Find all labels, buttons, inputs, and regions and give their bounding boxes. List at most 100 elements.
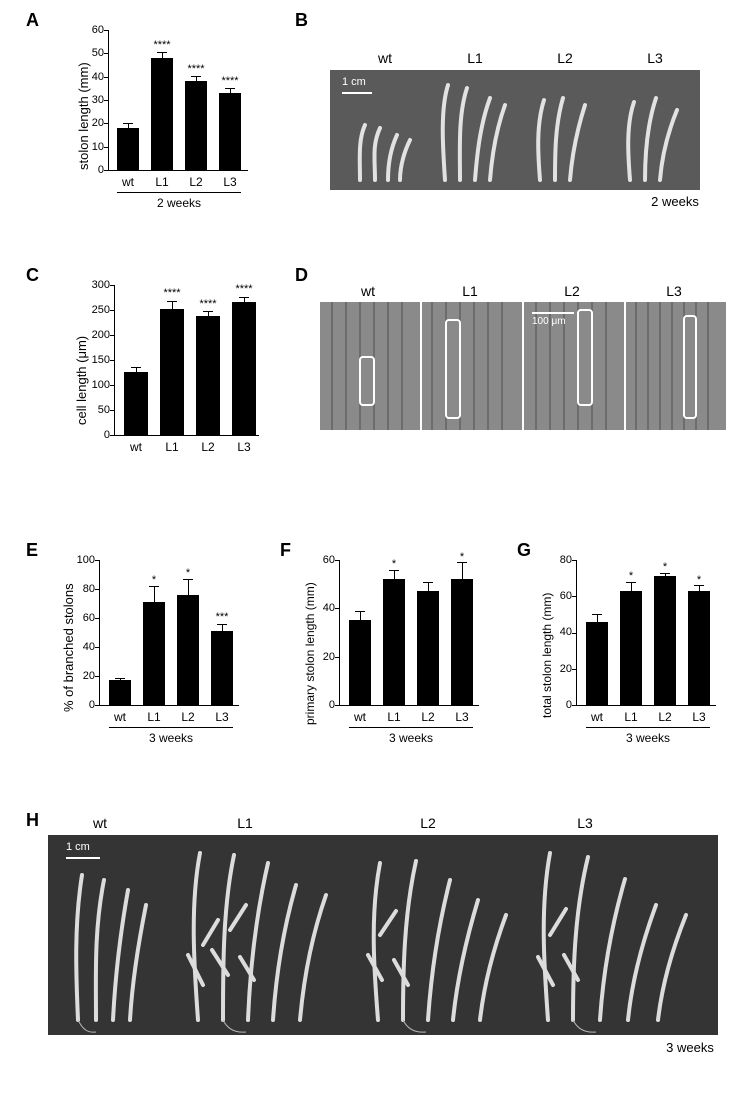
panel-label-b: B <box>295 10 308 31</box>
xgroup-line-g <box>586 727 710 728</box>
bar-c-wt <box>124 372 148 436</box>
chart-g: 0 20 40 60 80 total stolon length (mm) *… <box>532 550 732 745</box>
chart-f: 0 20 40 60 primary stolon length (mm) * … <box>295 550 490 745</box>
ytick-mark <box>104 77 108 78</box>
photo-b-lab-l2: L2 <box>545 50 585 66</box>
xlab: L1 <box>380 710 408 724</box>
xlab: wt <box>106 710 134 724</box>
bar-e-l2 <box>177 595 199 705</box>
y-axis <box>99 560 100 705</box>
ytick-mark <box>335 608 339 609</box>
xlab: L1 <box>140 710 168 724</box>
photo-b-caption: 2 weeks <box>640 194 710 209</box>
bar-a-l1 <box>151 58 173 170</box>
ytick: 60 <box>309 554 335 566</box>
ytick-mark <box>95 647 99 648</box>
err <box>394 570 395 580</box>
xlab-a-l1: L1 <box>148 175 176 189</box>
sig-a-l1: **** <box>145 39 179 51</box>
photo-h-lab-wt: wt <box>80 815 120 831</box>
errcap-a-wt <box>123 123 133 124</box>
errcap <box>423 582 433 583</box>
errcap <box>115 678 125 679</box>
ytick-mark <box>110 410 114 411</box>
micro-l1 <box>422 302 522 430</box>
ytick-50: 50 <box>80 47 104 59</box>
ytick-mark <box>335 560 339 561</box>
scale-text-h: 1 cm <box>66 841 90 853</box>
y-axis <box>339 560 340 705</box>
bar-g-l1 <box>620 591 642 705</box>
chart-c: 0 50 100 150 200 250 300 cell length (μm… <box>70 275 270 460</box>
errcap <box>592 614 602 615</box>
x-axis <box>576 705 716 706</box>
xlab: wt <box>346 710 374 724</box>
ytick-mark <box>110 360 114 361</box>
ytick-mark <box>110 310 114 311</box>
bar-c-l3 <box>232 302 256 436</box>
y-axis <box>576 560 577 705</box>
bar-e-l3 <box>211 631 233 705</box>
ytick-mark <box>572 633 576 634</box>
ytick-mark <box>335 705 339 706</box>
ytick-mark <box>104 147 108 148</box>
errcap <box>217 624 227 625</box>
xgroup-line-f <box>349 727 473 728</box>
xlab: L3 <box>685 710 713 724</box>
micro-wt <box>320 302 420 430</box>
xlab: L3 <box>229 440 259 454</box>
xlab-a-l3: L3 <box>216 175 244 189</box>
ytick-mark <box>95 676 99 677</box>
x-axis <box>114 435 259 436</box>
ytick-mark <box>572 560 576 561</box>
y-title-g: total stolon length (mm) <box>540 593 554 718</box>
err <box>360 611 361 621</box>
photo-b-lab-l1: L1 <box>455 50 495 66</box>
ytick-mark <box>95 618 99 619</box>
sig-f-l3: * <box>451 551 473 563</box>
xgroup-g: 3 weeks <box>586 731 710 745</box>
xgroup-e: 3 weeks <box>109 731 233 745</box>
bar-f-l1 <box>383 579 405 705</box>
xlab: L2 <box>193 440 223 454</box>
xlab: L3 <box>208 710 236 724</box>
xlab: L2 <box>414 710 442 724</box>
err <box>597 614 598 621</box>
err <box>631 582 632 591</box>
xlab: wt <box>121 440 151 454</box>
errcap-a-l1 <box>157 52 167 53</box>
y-title-f: primary stolon length (mm) <box>303 582 317 725</box>
xlab: wt <box>583 710 611 724</box>
ytick-mark <box>104 30 108 31</box>
ytick: 250 <box>80 304 110 316</box>
scale-bar-b <box>342 92 372 94</box>
ytick-mark <box>104 100 108 101</box>
y-axis <box>108 30 109 170</box>
panel-label-g: G <box>517 540 531 561</box>
ytick-mark <box>335 657 339 658</box>
ytick-mark <box>110 435 114 436</box>
xlab-a-wt: wt <box>114 175 142 189</box>
photo-h-lab-l3: L3 <box>565 815 605 831</box>
errcap <box>239 297 249 298</box>
micro-l3 <box>626 302 726 430</box>
sig-e-l1: * <box>141 574 167 586</box>
xgroup-line-e <box>109 727 233 728</box>
sig-c-l3: **** <box>226 283 262 295</box>
bar-e-wt <box>109 680 131 705</box>
sig-e-l3: *** <box>207 611 237 623</box>
bar-f-l2 <box>417 591 439 705</box>
photo-h-caption: 3 weeks <box>655 1040 725 1055</box>
sig-a-l3: **** <box>213 75 247 87</box>
xgroup-line-a <box>117 192 241 193</box>
panel-label-c: C <box>26 265 39 286</box>
bar-e-l1 <box>143 602 165 705</box>
bar-g-l3 <box>688 591 710 705</box>
y-axis <box>114 285 115 435</box>
err <box>188 579 189 595</box>
ytick-mark <box>572 596 576 597</box>
ytick-mark <box>110 285 114 286</box>
errcap <box>203 311 213 312</box>
y-title-a: stolon length (mm) <box>76 62 91 170</box>
photo-b: 1 cm <box>330 70 700 190</box>
